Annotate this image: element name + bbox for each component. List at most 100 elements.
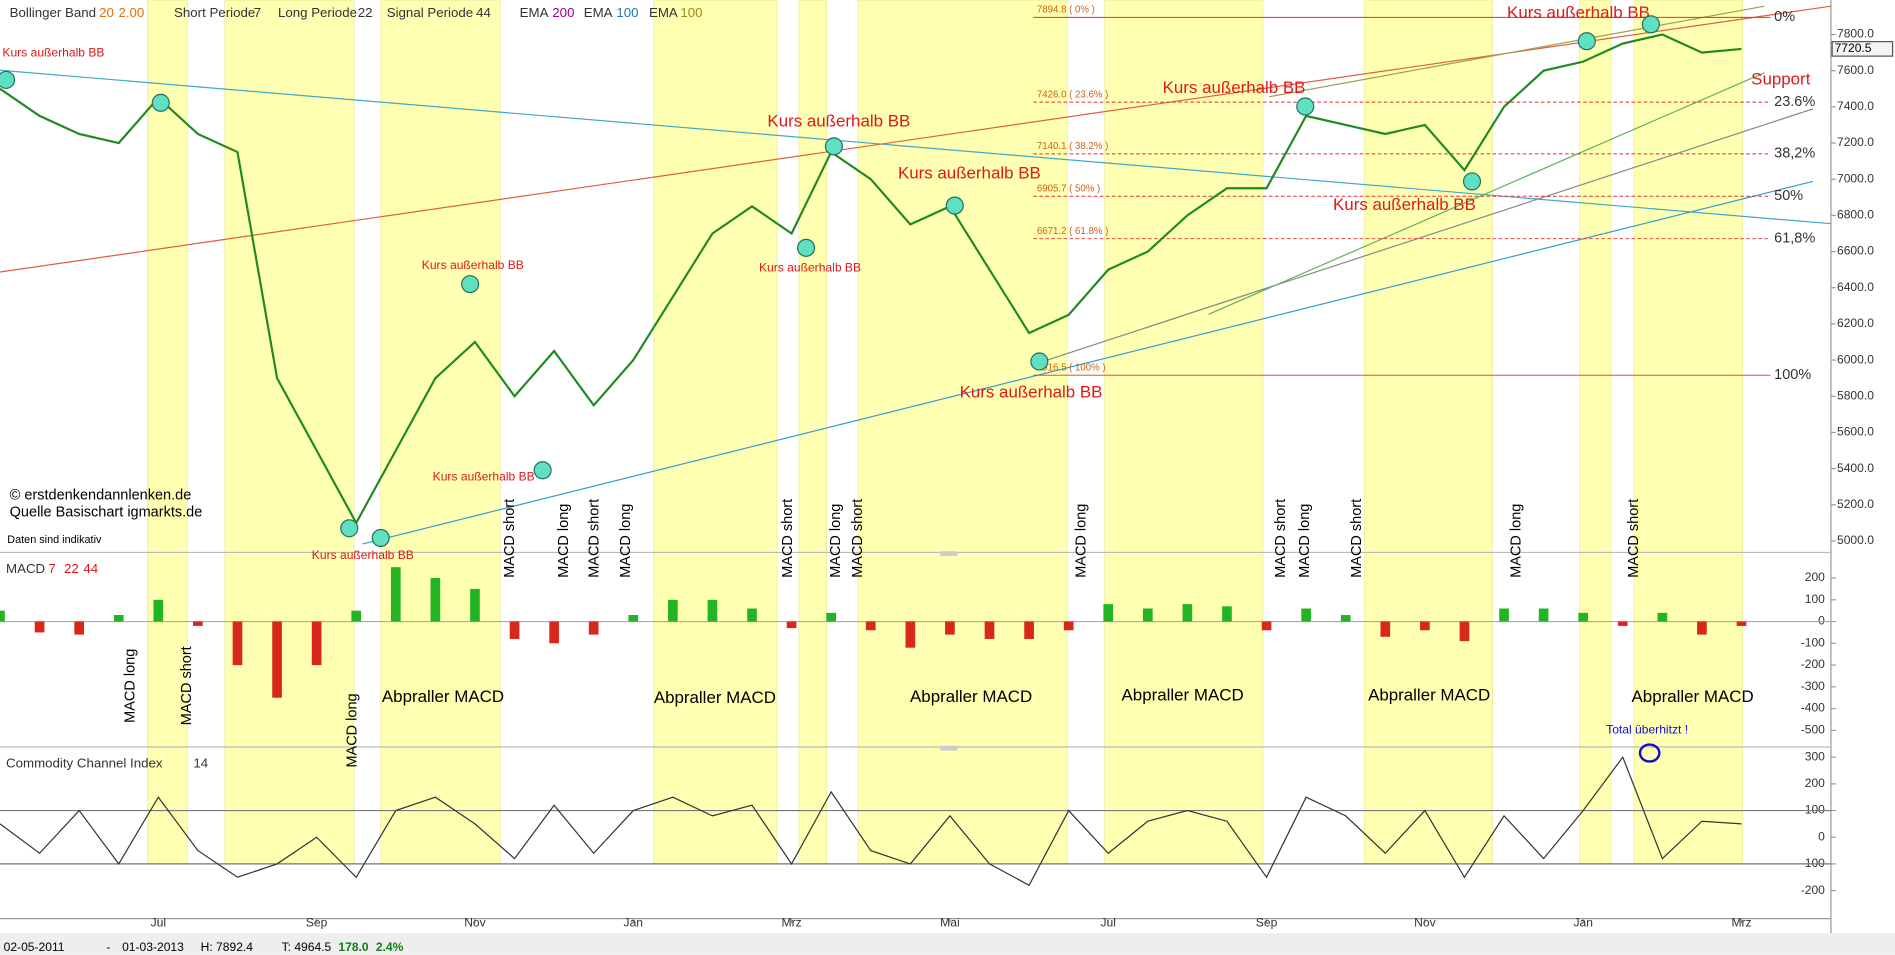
macd-bar <box>549 621 559 644</box>
macd-bar <box>153 599 164 622</box>
status-text: 178.0 <box>338 940 369 954</box>
y-tick-label: 300 <box>1805 749 1825 763</box>
annotation: Kurs außerhalb BB <box>767 112 910 131</box>
annotation: Kurs außerhalb BB <box>1163 78 1306 97</box>
y-tick-label: 5600.0 <box>1837 425 1874 439</box>
status-bar <box>0 933 1895 955</box>
macd-bar <box>1301 608 1311 622</box>
panel-title: Commodity Channel Index <box>6 755 163 770</box>
indicator-label: 22 <box>358 5 373 20</box>
annotation: Kurs außerhalb BB <box>1333 195 1476 214</box>
macd-bar <box>1697 621 1707 635</box>
panel-title: MACD <box>6 561 45 576</box>
signal-circle <box>945 196 964 215</box>
macd-bar <box>34 621 45 633</box>
y-tick-label: 0 <box>1818 829 1825 843</box>
y-tick-label: -400 <box>1801 701 1825 715</box>
annotation: Abpraller MACD <box>1368 686 1490 705</box>
highlight-band <box>798 0 827 865</box>
indicator-label: Long Periode <box>278 5 357 20</box>
macd-bar <box>905 621 916 648</box>
y-tick-label: 6400.0 <box>1837 280 1874 294</box>
signal-circle <box>340 519 359 538</box>
trend-line <box>1039 108 1814 364</box>
indicator-label: 7 <box>254 5 261 20</box>
y-tick-label: 6600.0 <box>1837 244 1874 258</box>
x-tick-label: Mrz <box>1731 916 1751 930</box>
note: © erstdenkendannlenken.de <box>10 487 192 503</box>
macd-bar <box>707 599 718 622</box>
indicator-label: EMA <box>584 5 613 20</box>
macd-bar <box>0 610 5 622</box>
macd-bar <box>984 621 995 639</box>
y-tick-label: 5800.0 <box>1837 388 1874 402</box>
signal-circle <box>1462 172 1482 191</box>
status-text: - <box>106 940 110 954</box>
y-tick-label: -100 <box>1801 636 1825 650</box>
signal-circle <box>0 70 16 89</box>
signal-circle <box>533 461 552 480</box>
signal-label: MACD long <box>556 504 572 578</box>
macd-bar <box>865 621 876 631</box>
indicator-label: Short Periode <box>174 5 255 20</box>
macd-bar <box>1380 621 1391 637</box>
fib-label: 6671.2 ( 61.8% ) <box>1037 226 1108 237</box>
y-tick-label: -200 <box>1801 883 1825 897</box>
macd-bar <box>113 615 124 622</box>
macd-bar <box>509 621 520 639</box>
signal-circle <box>151 93 170 112</box>
signal-circle <box>461 275 480 294</box>
annotation: Abpraller MACD <box>382 687 504 706</box>
signal-label: MACD long <box>345 693 361 767</box>
macd-bar <box>1261 621 1272 631</box>
macd-bar <box>786 621 797 629</box>
signal-label: MACD short <box>1626 499 1642 578</box>
macd-bar <box>1024 621 1034 639</box>
signal-label: MACD long <box>618 504 634 578</box>
fib-level: 38,2% <box>1774 146 1815 162</box>
x-tick-label: Mrz <box>782 916 802 930</box>
annotation: Kurs außerhalb BB <box>312 548 414 562</box>
last-price: 7720.5 <box>1835 41 1872 55</box>
panel-title: 7 <box>48 561 55 576</box>
fib-level: 50% <box>1774 188 1803 204</box>
highlight-band <box>857 0 1068 865</box>
y-tick-label: 7600.0 <box>1837 63 1874 77</box>
indicator-label: 100 <box>616 5 638 20</box>
fib-label: 6905.7 ( 50% ) <box>1037 184 1100 195</box>
price-line <box>0 33 1742 526</box>
panel-title: 44 <box>83 561 98 576</box>
x-tick-label: Sep <box>306 916 328 930</box>
highlight-band <box>653 0 778 865</box>
y-tick-label: 7800.0 <box>1837 27 1874 41</box>
macd-bar <box>747 608 757 622</box>
splitter[interactable] <box>940 551 958 557</box>
macd-bar <box>1420 621 1430 631</box>
macd-bar <box>826 612 837 622</box>
annotation: Kurs außerhalb BB <box>759 261 861 275</box>
y-tick-label: -500 <box>1801 723 1825 737</box>
signal-label: MACD short <box>502 499 518 578</box>
status-text: 02-05-2011 <box>4 940 65 954</box>
signal-label: MACD short <box>780 499 796 578</box>
y-tick-label: 100 <box>1805 592 1825 606</box>
macd-bar <box>390 567 401 622</box>
macd-bar <box>193 621 203 626</box>
x-tick-label: Mai <box>940 916 959 930</box>
macd-bar <box>311 621 322 666</box>
signal-label: MACD long <box>1509 504 1525 578</box>
macd-bar <box>470 588 480 622</box>
y-tick-label: 100 <box>1805 803 1825 817</box>
fib-level: 61,8% <box>1774 231 1815 247</box>
last-price-box <box>1831 41 1894 57</box>
annotation: Abpraller MACD <box>1632 687 1754 706</box>
y-tick-label: -300 <box>1801 679 1825 693</box>
panel-title: 22 <box>64 561 79 576</box>
signal-label: MACD short <box>1349 499 1365 578</box>
x-tick-label: Jul <box>151 916 166 930</box>
indicator-label: Bollinger Band <box>10 5 96 20</box>
x-tick-label: Jan <box>1573 916 1592 930</box>
splitter[interactable] <box>940 745 958 751</box>
signal-circle <box>1296 97 1315 116</box>
note: Daten sind indikativ <box>7 534 102 546</box>
